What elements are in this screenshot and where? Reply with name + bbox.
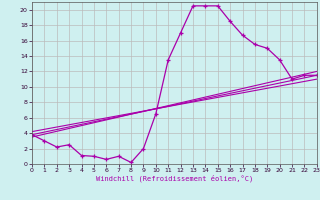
X-axis label: Windchill (Refroidissement éolien,°C): Windchill (Refroidissement éolien,°C): [96, 175, 253, 182]
